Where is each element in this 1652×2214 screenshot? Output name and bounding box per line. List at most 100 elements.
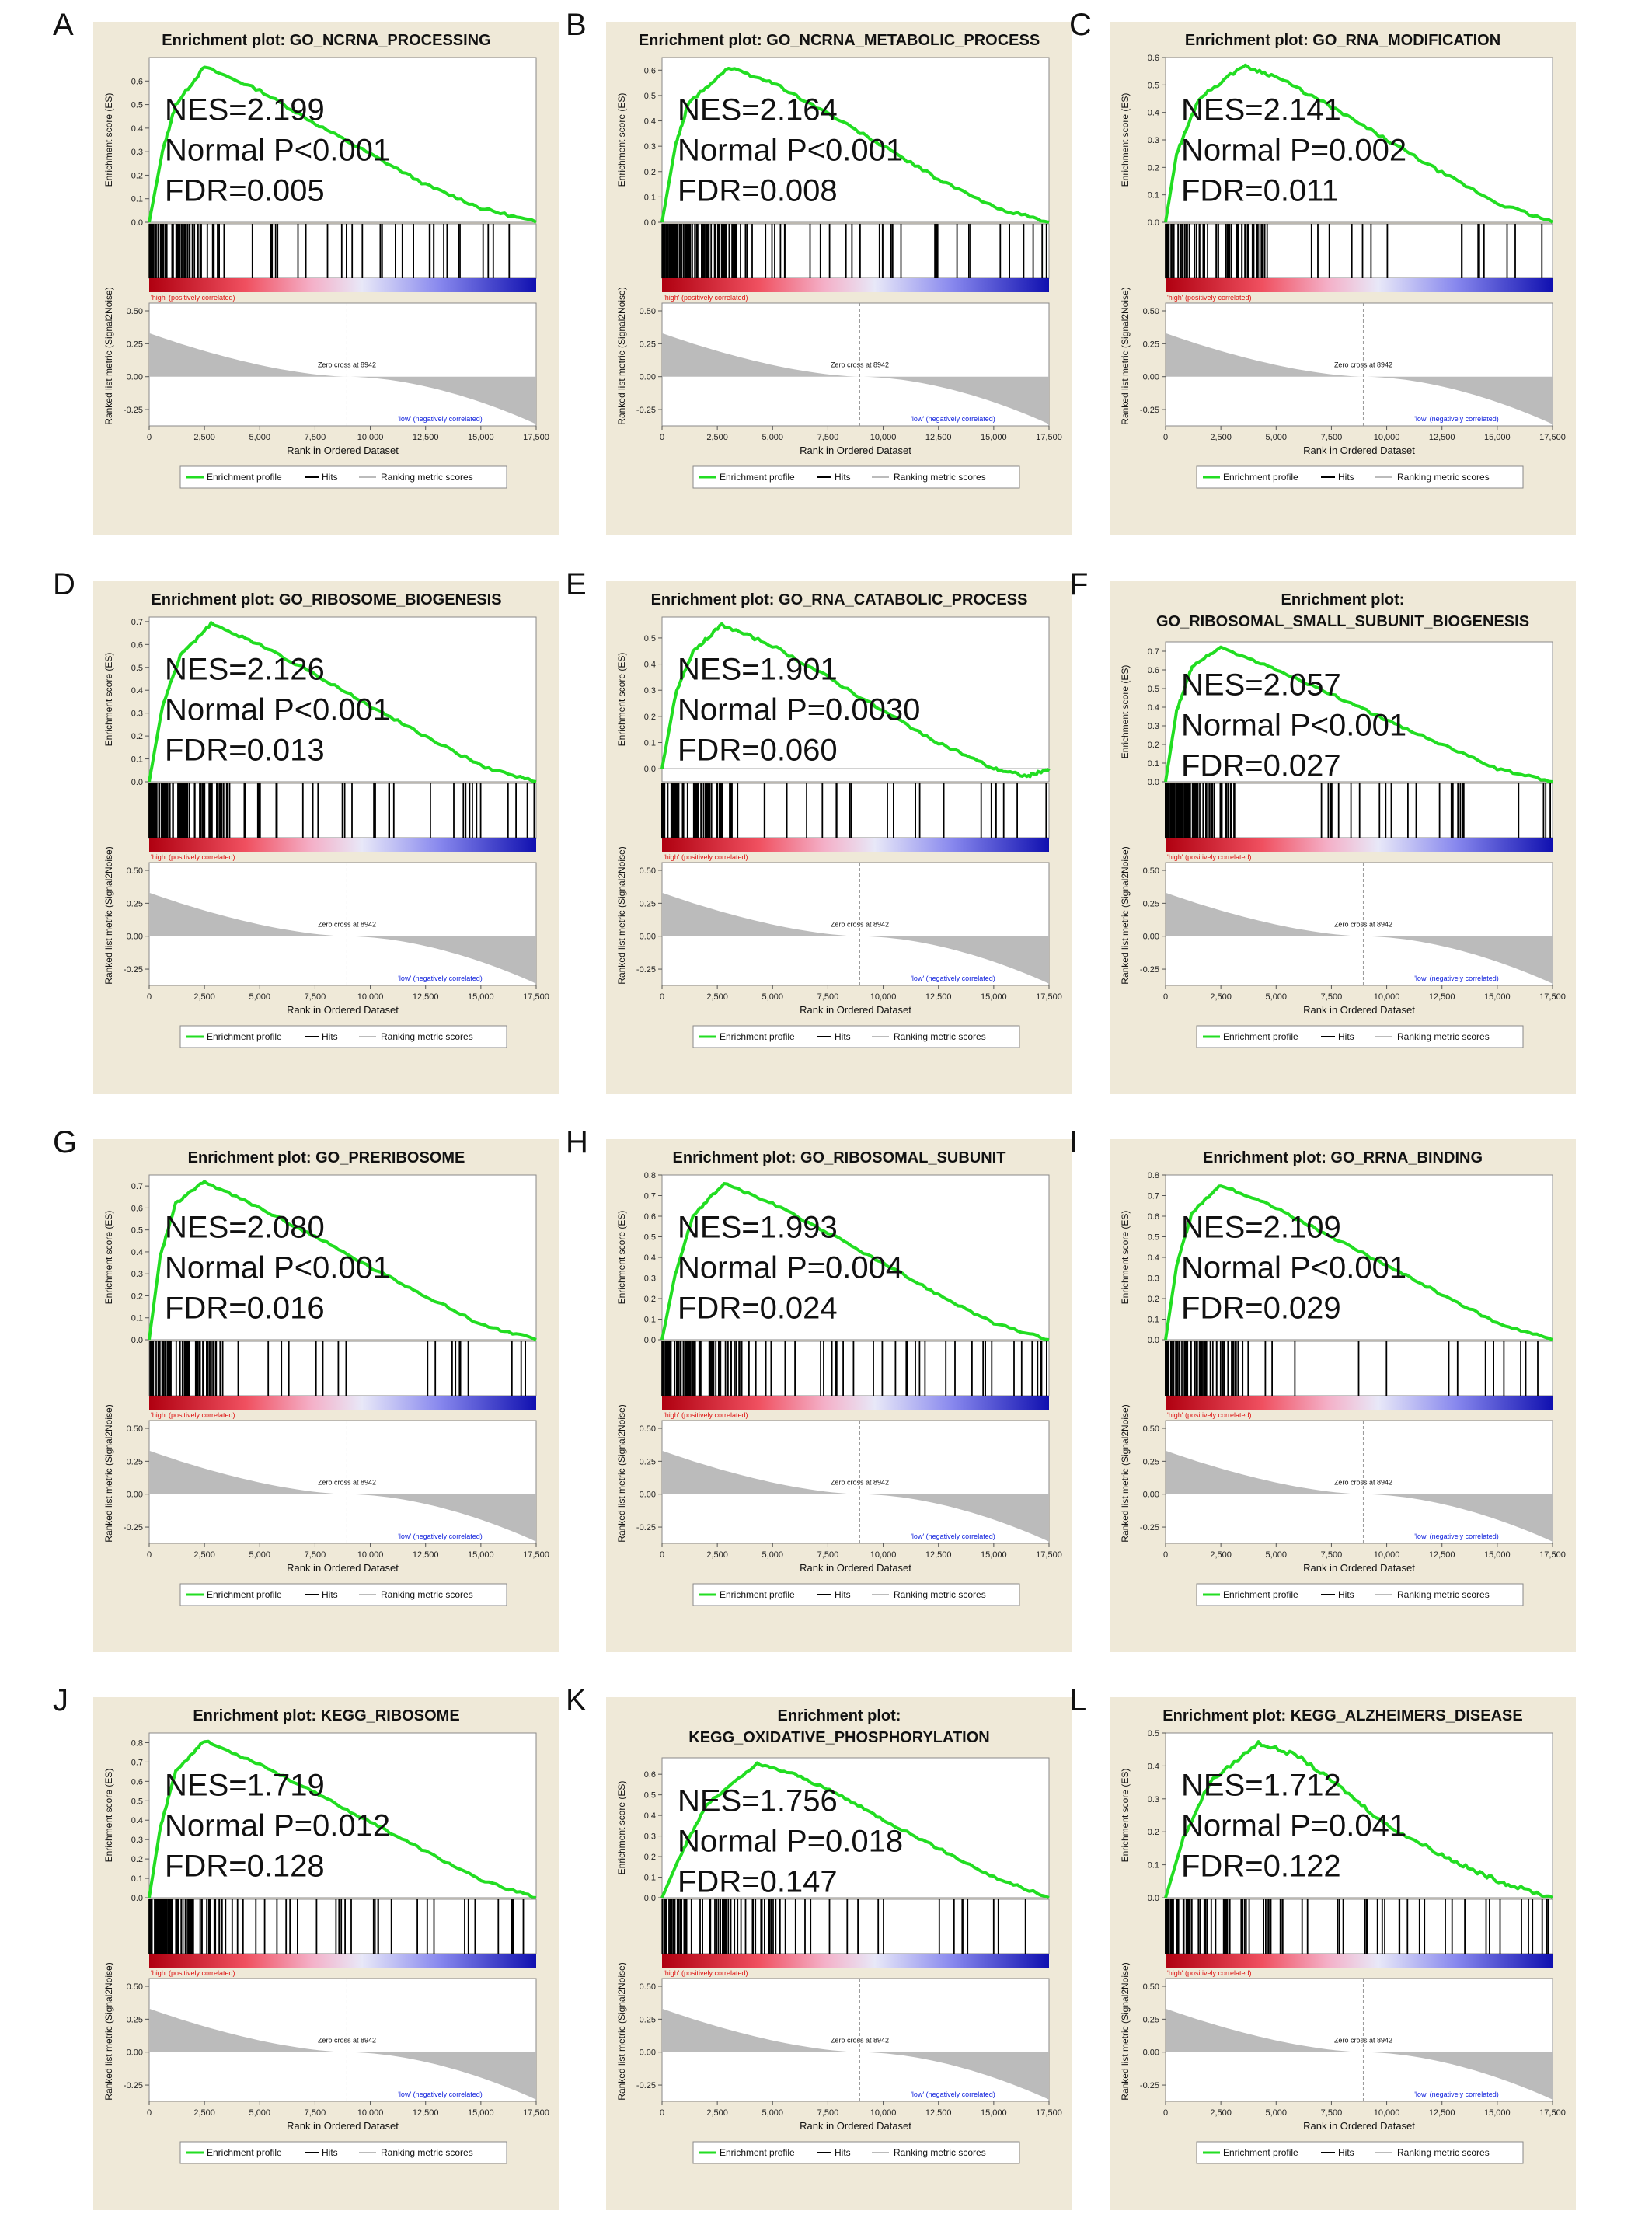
es-plot-area — [148, 1174, 537, 1341]
x-tick-label: 10,000 — [1374, 1550, 1400, 1560]
zero-cross-label: Zero cross at 8942 — [1334, 2037, 1392, 2045]
metric-tick-label: 0.25 — [127, 2015, 143, 2024]
metric-tick-label: -0.25 — [636, 406, 656, 415]
es-tick-label: 0.1 — [1148, 759, 1159, 769]
metric-tick-label: -0.25 — [1140, 1523, 1159, 1532]
x-tick-label: 0 — [147, 1550, 152, 1560]
enrichment-plot: Enrichment plot: GO_NCRNA_METABOLIC_PROC… — [606, 22, 1072, 535]
es-plot-area — [661, 57, 1050, 223]
es-tick-label: 0.4 — [644, 661, 656, 670]
high-correlated-label: 'high' (positively correlated) — [151, 1969, 235, 1977]
nes-value: NES=2.126 — [165, 653, 325, 687]
es-tick-label: 0.8 — [644, 1171, 656, 1180]
high-correlated-label: 'high' (positively correlated) — [664, 1411, 748, 1419]
x-tick-label: 12,500 — [413, 433, 439, 442]
es-tick-label: 0.2 — [131, 171, 143, 180]
es-tick-label: 0.0 — [644, 765, 656, 774]
es-tick-label: 0.3 — [1148, 722, 1159, 731]
es-tick-label: 0.3 — [644, 1832, 656, 1842]
x-tick-label: 0 — [147, 2108, 152, 2118]
y-axis-label-es: Enrichment score (ES) — [1120, 1769, 1131, 1863]
x-tick-label: 15,000 — [1484, 992, 1511, 1002]
es-tick-label: 0.0 — [131, 218, 143, 228]
x-axis-label: Rank in Ordered Dataset — [1303, 2120, 1415, 2132]
es-tick-label: 0.6 — [131, 77, 143, 86]
x-tick-label: 15,000 — [981, 1550, 1007, 1560]
low-correlated-label: 'low' (negatively correlated) — [911, 2090, 995, 2098]
fdr-value: FDR=0.016 — [165, 1292, 325, 1326]
fdr-value: FDR=0.128 — [165, 1850, 325, 1884]
legend-profile-label: Enrichment profile — [720, 2147, 795, 2158]
es-tick-label: 0.5 — [1148, 81, 1159, 90]
x-tick-label: 5,000 — [1266, 1550, 1288, 1560]
enrichment-panel: Enrichment plot: GO_RNA_CATABOLIC_PROCES… — [606, 581, 1072, 1094]
x-axis-label: Rank in Ordered Dataset — [1303, 1004, 1415, 1016]
metric-tick-label: 0.50 — [1143, 307, 1159, 316]
es-tick-label: 0.8 — [1148, 1171, 1159, 1180]
enrichment-plot: Enrichment plot: GO_RRNA_BINDING 0.8 0.7 0.… — [1110, 1139, 1576, 1652]
x-tick-label: 7,500 — [1321, 992, 1343, 1002]
enrichment-panel: Enrichment plot: GO_RIBOSOME_BIOGENESIS 0… — [93, 581, 559, 1094]
es-tick-label: 0.3 — [131, 148, 143, 157]
enrichment-plot: Enrichment plot: GO_RNA_CATABOLIC_PROCES… — [606, 581, 1072, 1094]
low-correlated-label: 'low' (negatively correlated) — [911, 975, 995, 982]
es-tick-label: 0.7 — [131, 1758, 143, 1767]
ranking-metric-area — [662, 892, 1049, 984]
es-tick-label: 0.6 — [644, 1770, 656, 1780]
plot-title: Enrichment plot: GO_RRNA_BINDING — [1203, 1149, 1483, 1166]
enrichment-panel: Enrichment plot: GO_PRERIBOSOME 0.7 0.6 0.5… — [93, 1139, 559, 1652]
es-tick-label: 0.1 — [644, 1874, 656, 1883]
es-tick-label: 0.0 — [131, 778, 143, 787]
x-tick-label: 5,000 — [762, 433, 784, 442]
x-tick-label: 12,500 — [1429, 433, 1455, 442]
es-plot-area — [661, 616, 1050, 783]
x-tick-label: 10,000 — [357, 1550, 384, 1560]
y-axis-label-metric: Ranked list metric (Signal2Noise) — [103, 846, 114, 984]
enrichment-panel: Enrichment plot: GO_RIBOSOMAL_SUBUNIT 0.8… — [606, 1139, 1072, 1652]
es-tick-label: 0.1 — [644, 193, 656, 202]
x-tick-label: 0 — [660, 1550, 664, 1560]
es-tick-label: 0.3 — [644, 142, 656, 152]
fdr-value: FDR=0.011 — [1181, 174, 1339, 208]
zero-cross-label: Zero cross at 8942 — [831, 2037, 889, 2045]
x-tick-label: 2,500 — [1210, 433, 1232, 442]
es-tick-label: 0.6 — [644, 1212, 656, 1222]
fdr-value: FDR=0.147 — [678, 1864, 838, 1898]
metric-tick-label: 0.25 — [1143, 1457, 1159, 1466]
low-correlated-label: 'low' (negatively correlated) — [1414, 975, 1498, 982]
panel-letter: D — [53, 567, 75, 601]
es-tick-label: 0.2 — [644, 713, 656, 722]
y-axis-label-metric: Ranked list metric (Signal2Noise) — [616, 1962, 627, 2100]
legend-hits-label: Hits — [835, 2147, 851, 2158]
metric-tick-label: 0.50 — [127, 1982, 143, 1992]
es-tick-label: 0.4 — [1148, 109, 1159, 118]
metric-tick-label: -0.25 — [636, 2081, 656, 2090]
legend-profile-label: Enrichment profile — [720, 472, 795, 483]
ranking-metric-area — [662, 2008, 1049, 2100]
metric-tick-label: 0.25 — [127, 340, 143, 349]
legend-ranking-label: Ranking metric scores — [1397, 472, 1490, 483]
metric-tick-label: 0.25 — [640, 899, 656, 908]
rank-color-bar — [1166, 278, 1553, 292]
enrichment-panel: Enrichment plot: GO_NCRNA_METABOLIC_PROC… — [606, 22, 1072, 535]
es-tick-label: 0.6 — [1148, 1212, 1159, 1222]
x-tick-label: 15,000 — [981, 433, 1007, 442]
es-tick-label: 0.8 — [131, 1738, 143, 1748]
plot-title-line2: KEGG_OXIDATIVE_PHOSPHORYLATION — [688, 1729, 989, 1746]
p-value: Normal P<0.001 — [678, 134, 903, 168]
enrichment-panel: Enrichment plot: GO_RIBOSOMAL_SMALL_SUBUN… — [1110, 581, 1576, 1094]
nes-value: NES=2.199 — [165, 93, 325, 127]
x-tick-label: 5,000 — [762, 992, 784, 1002]
legend-hits-label: Hits — [322, 472, 338, 483]
es-tick-label: 0.4 — [131, 124, 143, 134]
es-tick-label: 0.3 — [131, 1270, 143, 1279]
legend-hits-label: Hits — [322, 1589, 338, 1600]
es-tick-label: 0.6 — [131, 640, 143, 650]
x-tick-label: 0 — [147, 433, 152, 442]
panel-letter: G — [53, 1125, 78, 1159]
ranking-metric-area — [662, 333, 1049, 424]
x-tick-label: 12,500 — [413, 1550, 439, 1560]
metric-tick-label: -0.25 — [1140, 965, 1159, 975]
x-tick-label: 12,500 — [1429, 992, 1455, 1002]
es-tick-label: 0.4 — [644, 1253, 656, 1263]
